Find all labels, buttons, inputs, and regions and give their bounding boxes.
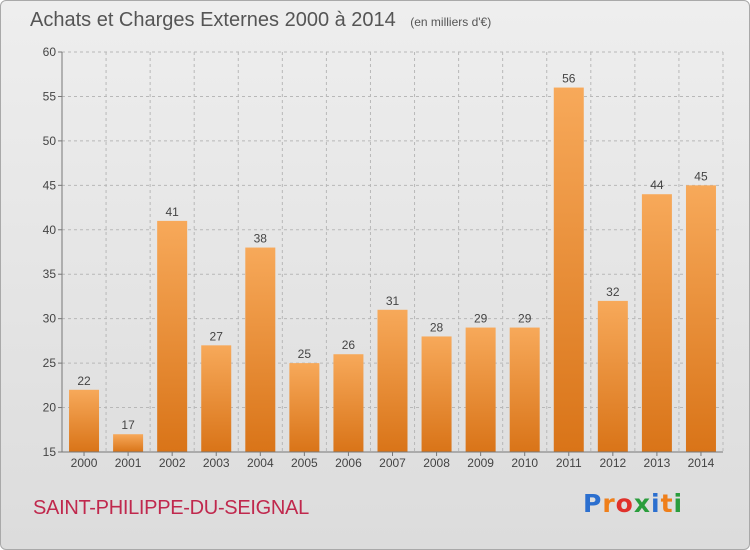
axes: [58, 51, 723, 456]
value-label-2001: 17: [121, 418, 135, 432]
y-tick-label: 25: [43, 356, 57, 370]
y-tick-label: 45: [43, 178, 57, 192]
x-tick-label-2004: 2004: [247, 456, 274, 470]
x-tick-label-2003: 2003: [203, 456, 230, 470]
value-label-2007: 31: [386, 294, 400, 308]
x-tick-label-2012: 2012: [599, 456, 626, 470]
value-label-2000: 22: [77, 374, 91, 388]
value-label-2006: 26: [342, 338, 356, 352]
logo-letter: i: [651, 489, 661, 518]
value-label-2013: 44: [650, 178, 664, 192]
logo-letter: P: [583, 489, 603, 518]
bar-2002: [157, 220, 188, 452]
bar-2013: [641, 194, 672, 452]
logo-letter: o: [615, 489, 634, 518]
value-label-2003: 27: [210, 329, 224, 343]
x-tick-label-2011: 2011: [556, 456, 582, 470]
x-tick-label-2010: 2010: [511, 456, 538, 470]
bars: [69, 87, 716, 453]
x-tick-label-2013: 2013: [644, 456, 671, 470]
bar-2011: [553, 87, 584, 453]
x-tick-label-2009: 2009: [467, 456, 494, 470]
x-tick-label-2002: 2002: [159, 456, 186, 470]
y-tick-label: 20: [43, 401, 57, 415]
chart-title: Achats et Charges Externes 2000 à 2014: [30, 9, 396, 31]
y-tick-label: 35: [43, 267, 57, 281]
bar-2010: [509, 327, 540, 452]
bar-2005: [289, 363, 320, 452]
x-tick-label-2001: 2001: [115, 456, 142, 470]
value-label-2009: 29: [474, 312, 488, 326]
bar-2000: [69, 389, 100, 452]
labels: 15 20 25 30 35 40 45 50 55 60 22 2000 17 2001 41 2002 27…: [43, 45, 715, 470]
value-label-2008: 28: [430, 320, 444, 334]
chart-unit: (en milliers d'€): [410, 15, 492, 29]
bar-2007: [377, 309, 408, 452]
bar-2014: [685, 185, 716, 453]
y-tick-label: 55: [43, 89, 57, 103]
value-label-2012: 32: [606, 285, 620, 299]
bar-2009: [465, 327, 496, 452]
logo-letter: x: [633, 489, 651, 518]
x-tick-label-2000: 2000: [71, 456, 98, 470]
bar-2012: [597, 300, 628, 452]
logo-letter: r: [602, 489, 616, 518]
bar-2006: [333, 354, 364, 452]
y-tick-label: 40: [43, 223, 57, 237]
bar-2008: [421, 336, 452, 452]
value-label-2014: 45: [694, 169, 708, 183]
value-label-2010: 29: [518, 312, 532, 326]
title-row: Achats et Charges Externes 2000 à 2014 (…: [30, 9, 491, 32]
y-tick-label: 60: [43, 45, 57, 59]
x-tick-label-2014: 2014: [688, 456, 715, 470]
logo-letter: t: [660, 489, 674, 518]
bar-2003: [201, 345, 232, 452]
value-label-2011: 56: [562, 72, 576, 86]
value-label-2002: 41: [165, 205, 179, 219]
proxiti-logo: Proxiti: [583, 489, 683, 518]
y-tick-label: 15: [43, 445, 57, 459]
value-label-2005: 25: [298, 347, 312, 361]
bar-2001: [113, 434, 144, 452]
x-tick-label-2007: 2007: [379, 456, 406, 470]
x-tick-label-2005: 2005: [291, 456, 318, 470]
y-tick-label: 50: [43, 134, 57, 148]
commune-name: SAINT-PHILIPPE-DU-SEIGNAL: [33, 497, 309, 519]
y-tick-label: 30: [43, 312, 57, 326]
logo-letter: i: [673, 489, 684, 518]
value-label-2004: 38: [254, 232, 268, 246]
bar-2004: [245, 247, 276, 452]
x-tick-label-2008: 2008: [423, 456, 450, 470]
x-tick-label-2006: 2006: [335, 456, 362, 470]
